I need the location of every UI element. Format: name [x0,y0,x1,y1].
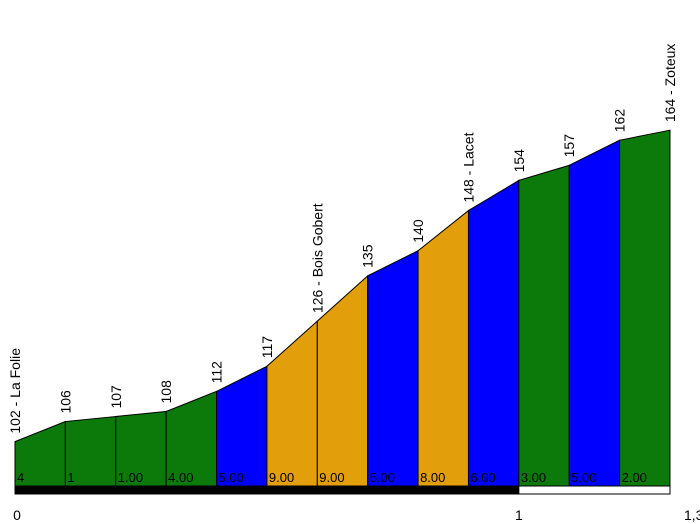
grade-label: 3.00 [521,470,546,485]
distance-tick-label: 1,30 [684,507,700,523]
distance-tick-label: 0 [13,507,21,523]
grade-label: 4.00 [168,470,193,485]
distance-scale-bar [14,485,671,495]
grade-label: 5.00 [370,470,395,485]
elevation-label: 164 - Zoteux [662,44,678,123]
grade-labels: 4 1 1.00 4.00 5.00 9.00 9.00 5.00 8.00 6.00 3.00 5.… [17,470,647,485]
grade-segment [367,249,419,487]
grade-segment [518,164,570,487]
elevation-label: 154 [511,149,527,173]
grade-label: 1.00 [118,470,143,485]
grade-label: 2.00 [622,470,647,485]
grade-label: 1 [67,470,74,485]
elevation-label: 112 [209,361,225,384]
elevation-label: 162 [612,109,628,133]
grade-label: 9.00 [269,470,294,485]
elevation-label: 108 [158,380,174,404]
grade-segment [568,139,621,487]
elevation-labels: 102 - La Folie 106 107 108 112 117 126 - Bois … [7,44,678,434]
grade-segment [467,179,520,487]
scale-bar-segment [518,485,671,495]
grade-label: 9.00 [319,470,344,485]
elevation-label: 117 [259,336,275,359]
elevation-label: 140 [410,219,426,243]
elevation-label: 107 [108,385,124,409]
elevation-label: 148 - Lacet [460,132,476,202]
elevation-label: 102 - La Folie [7,348,23,434]
grade-segments [14,129,671,487]
grade-segment [619,129,671,487]
elevation-label: 135 [360,244,376,268]
grade-segment [417,209,469,487]
distance-tick-labels: 011,30 [13,507,700,523]
grade-label: 8.00 [420,470,445,485]
elevation-label: 157 [561,134,577,158]
scale-bar-segment [14,485,520,495]
grade-label: 5.00 [219,470,244,485]
elevation-label: 106 [57,390,73,414]
grade-label: 5.00 [571,470,596,485]
grade-label: 4 [17,470,24,485]
grade-label: 6.00 [470,470,495,485]
elevation-label: 126 - Bois Gobert [309,203,325,313]
distance-tick-label: 1 [515,507,523,523]
